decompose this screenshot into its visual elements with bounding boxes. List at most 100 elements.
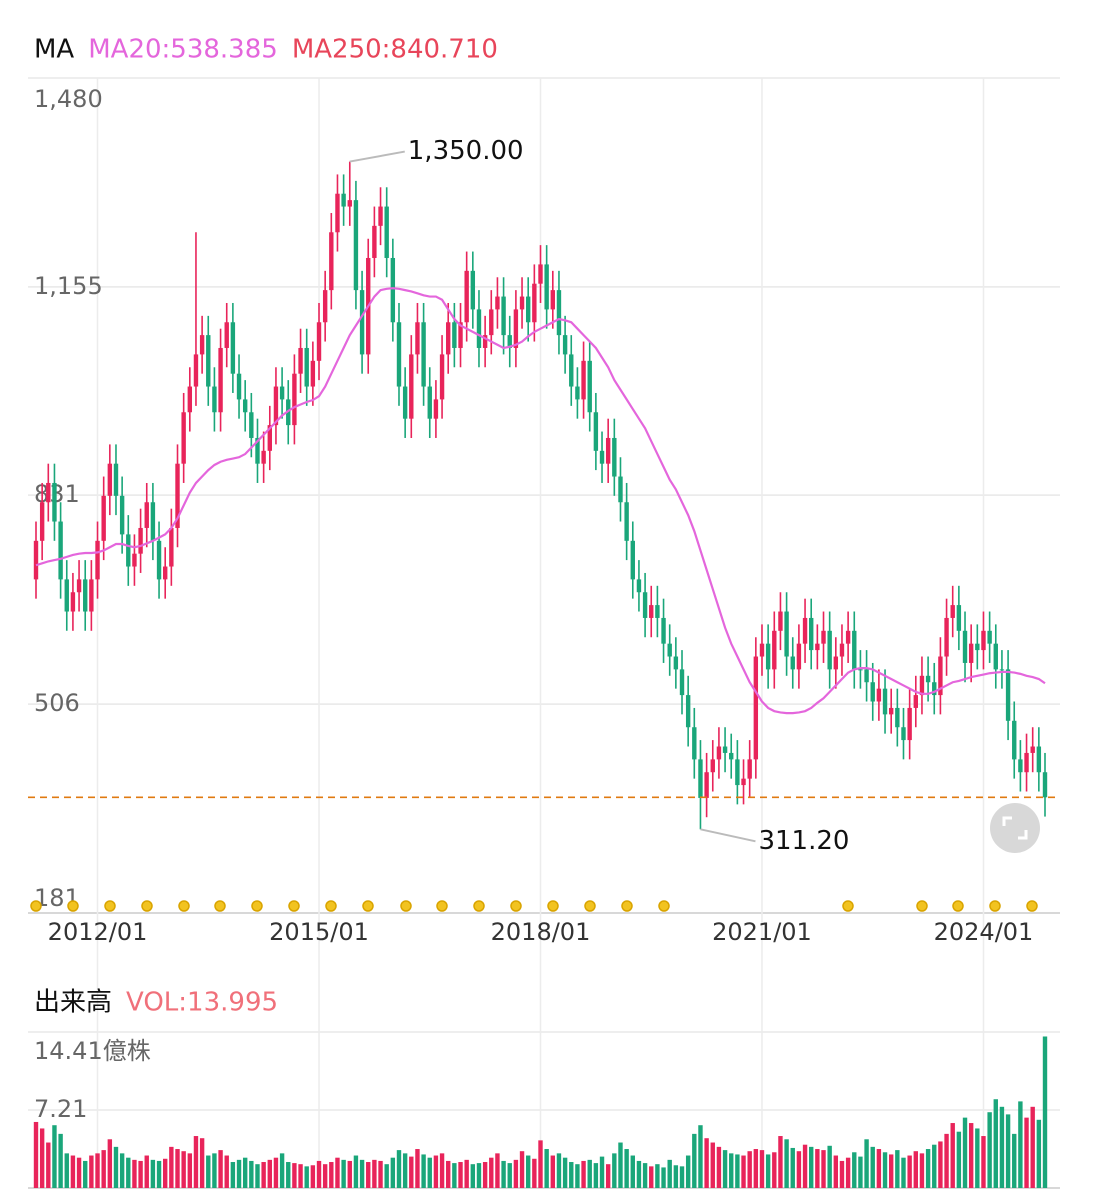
candle-body	[384, 206, 389, 258]
candle-body	[618, 476, 623, 503]
volume-bar	[163, 1158, 168, 1188]
candle-body	[815, 643, 820, 651]
candle-body	[427, 386, 432, 419]
candle-body	[895, 707, 900, 728]
volume-bar	[556, 1153, 562, 1188]
ma-line	[35, 287, 1046, 715]
candle-body	[64, 579, 69, 612]
candle-body	[544, 264, 549, 310]
event-dot	[214, 900, 226, 912]
volume-bar	[821, 1150, 826, 1188]
candle-body	[864, 669, 869, 683]
volume-bar	[796, 1151, 802, 1188]
volume-bar	[513, 1159, 519, 1188]
candle-body	[46, 482, 51, 503]
event-dot	[30, 900, 42, 912]
volume-bar	[815, 1149, 820, 1188]
candle-body	[495, 296, 500, 310]
annotation-leader	[700, 828, 756, 843]
candle-body	[882, 688, 888, 715]
x-tick-label: 2015/01	[269, 918, 369, 946]
volume-bar	[784, 1139, 789, 1188]
event-dot	[436, 900, 448, 912]
volume-bar	[599, 1156, 605, 1188]
volume-bar	[962, 1117, 968, 1188]
candle-body	[452, 322, 457, 348]
volume-bar	[187, 1153, 193, 1188]
volume-bar	[747, 1151, 752, 1188]
expand-button[interactable]	[990, 803, 1040, 853]
candle-body	[679, 669, 685, 696]
volume-bar	[433, 1155, 439, 1188]
candle-body	[962, 630, 968, 663]
volume-bar	[107, 1139, 113, 1188]
volume-bar	[427, 1157, 432, 1188]
candle-body	[538, 264, 543, 284]
volume-bar	[83, 1160, 88, 1188]
volume-bar	[489, 1157, 494, 1188]
candle-body	[513, 309, 519, 348]
volume-bar	[212, 1153, 217, 1188]
candle-body	[888, 707, 894, 715]
y-tick-label: 1,155	[34, 272, 103, 300]
volume-bar	[729, 1153, 734, 1188]
volume-bar	[938, 1141, 943, 1188]
volume-bar	[544, 1149, 549, 1188]
volume-bar	[95, 1153, 100, 1188]
event-dot	[916, 900, 928, 912]
candle-body	[126, 534, 131, 567]
candle-body	[827, 630, 832, 670]
candle-body	[267, 425, 272, 451]
candle-body	[335, 193, 340, 233]
candle-body	[1024, 752, 1029, 773]
candle-body	[569, 354, 574, 387]
volume-bar	[169, 1146, 174, 1188]
candle-body	[913, 695, 918, 708]
candle-body	[341, 193, 346, 207]
y-tick-label: 1,480	[34, 85, 103, 113]
volume-bar	[70, 1155, 76, 1188]
event-dot	[141, 900, 153, 912]
volume-bar	[839, 1160, 845, 1188]
candle-body	[753, 656, 759, 760]
volume-bar	[685, 1155, 691, 1188]
event-dot	[178, 900, 190, 912]
candle-body	[993, 643, 998, 670]
candle-body	[169, 527, 174, 567]
volume-bar	[753, 1149, 759, 1188]
candle-body	[273, 386, 279, 426]
volume-bar	[495, 1153, 500, 1188]
candle-body	[692, 727, 697, 760]
candle-body	[735, 759, 740, 786]
volume-bar	[482, 1162, 488, 1188]
candle-body	[347, 200, 352, 207]
volume-bar	[292, 1163, 297, 1188]
candle-body	[765, 643, 771, 670]
volume-bar	[1024, 1117, 1029, 1188]
candle-body	[1042, 772, 1048, 798]
candle-body	[685, 695, 691, 728]
volume-bar	[661, 1167, 666, 1188]
volume-bar	[636, 1160, 642, 1188]
candle-body	[649, 605, 654, 618]
candle-body	[107, 463, 113, 496]
candle-body	[446, 322, 451, 355]
candle-body	[476, 309, 482, 348]
volume-bar	[421, 1154, 426, 1188]
volume-bar	[366, 1162, 371, 1188]
candle-body	[101, 495, 106, 541]
volume-subtitle: VOL:13.995	[126, 988, 278, 1018]
candle-body	[630, 540, 635, 580]
candle-body	[76, 579, 82, 593]
candle-body	[790, 656, 795, 670]
candle-body	[193, 354, 199, 387]
event-dot	[510, 900, 522, 912]
volume-bar	[999, 1106, 1005, 1188]
candle-body	[556, 290, 562, 336]
volume-bar	[199, 1138, 205, 1188]
volume-bar	[679, 1166, 685, 1188]
candle-body	[605, 437, 611, 464]
volume-bar	[698, 1125, 703, 1188]
volume-bar	[279, 1153, 285, 1188]
